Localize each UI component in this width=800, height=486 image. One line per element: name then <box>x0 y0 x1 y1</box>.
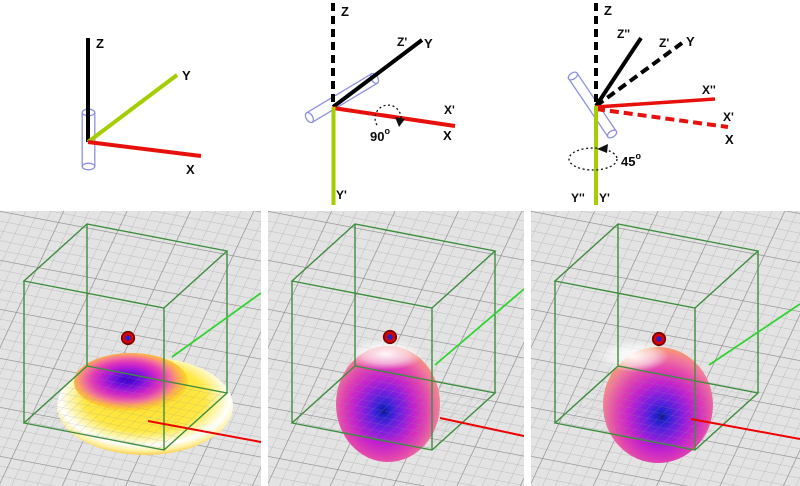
y-label: Y <box>424 36 433 51</box>
cylinder-bottom-cap <box>304 111 315 124</box>
x-label: X <box>725 132 734 147</box>
z-label: Z <box>604 3 612 18</box>
pattern-top-highlight <box>348 338 424 370</box>
feed-point-marker-center <box>387 334 393 340</box>
feed-point-marker-center <box>656 336 662 342</box>
x-doubleprime-label: X'' <box>702 83 716 97</box>
pattern-plot-rotated-90 <box>268 211 525 486</box>
x-axis-label: X <box>186 162 195 177</box>
floor-fine-grid <box>292 366 495 450</box>
x-axis-line <box>332 106 456 128</box>
x-prime-label: X' <box>444 103 455 117</box>
y-axis-line <box>86 73 179 144</box>
pattern-plot-torus <box>0 211 262 486</box>
x-prime-label: X' <box>723 110 734 124</box>
y-doubleprime-label: Y'' <box>571 191 585 205</box>
plot-canvas-3 <box>531 211 800 486</box>
angle-45-degree-mark: o <box>635 151 641 161</box>
cylinder-top-cap <box>567 71 579 81</box>
z-prime-label: Z' <box>659 36 669 50</box>
floor-fine-grid <box>555 366 758 450</box>
angle-45-value: 45 <box>621 154 635 169</box>
pattern-top-highlight <box>597 340 669 372</box>
scene-x-axis-red <box>690 418 800 440</box>
angle-45-label: 45o <box>621 151 641 169</box>
axes-diagram-rotated-45: Z Z'' Z' Y X'' X' X Y'' Y' 45o <box>533 0 800 211</box>
cylinder-bottom-cap <box>81 162 96 171</box>
cylinder-body <box>306 73 378 123</box>
z-doubleprime-axis-line <box>594 36 643 108</box>
feed-point-marker-center <box>125 335 131 341</box>
plot-canvas-2 <box>268 211 525 486</box>
y-label: Y <box>686 34 695 49</box>
z-axis-label: Z <box>96 36 104 51</box>
scene-y-axis-green <box>171 292 262 358</box>
angle-90-degree-mark: o <box>384 126 390 136</box>
scene-y-axis-green <box>708 303 800 366</box>
axes-diagram-rotated-90: Z Z' Y X' X Y' 90o <box>266 0 533 211</box>
z-prime-label: Z' <box>397 35 407 49</box>
floor-fine-grid <box>24 366 227 450</box>
cylinder-body <box>81 112 96 167</box>
dipole-cylinder-tilted <box>304 72 380 124</box>
scene-y-axis-green <box>434 288 525 366</box>
axes-diagram-original: Z Y X <box>0 0 266 211</box>
z-doubleprime-label: Z'' <box>617 27 630 41</box>
pattern-plot-rotated-45 <box>531 211 800 486</box>
z-label: Z <box>341 4 349 19</box>
z-prime-axis-line <box>331 38 424 109</box>
bounding-cube-wireframe <box>290 223 497 451</box>
radiation-pattern-row <box>0 211 800 486</box>
y-prime-label: Y' <box>599 191 610 205</box>
angle-90-value: 90 <box>370 129 384 144</box>
rotation-arrowhead-icon <box>597 144 608 153</box>
plot-canvas-1 <box>0 211 262 486</box>
bounding-cube-wireframe <box>553 223 760 451</box>
bounding-cube-wireframe <box>22 223 229 451</box>
cylinder-bottom-cap <box>606 129 618 139</box>
x-axis-line <box>87 140 202 158</box>
scene-x-axis-red <box>439 417 525 437</box>
x-prime-axis-dashed <box>595 107 729 129</box>
scene-x-axis-red <box>147 420 262 443</box>
angle-90-label: 90o <box>370 126 390 144</box>
x-doubleprime-axis-line <box>595 97 716 109</box>
y-axis-label: Y <box>182 68 191 83</box>
rotation-ellipse <box>568 147 618 171</box>
z-prime-axis-dashed <box>594 41 684 108</box>
y-prime-label: Y' <box>336 188 347 202</box>
x-label: X <box>443 128 452 143</box>
rotation-arrowhead-icon <box>395 117 405 127</box>
rotation-arc <box>374 104 402 126</box>
